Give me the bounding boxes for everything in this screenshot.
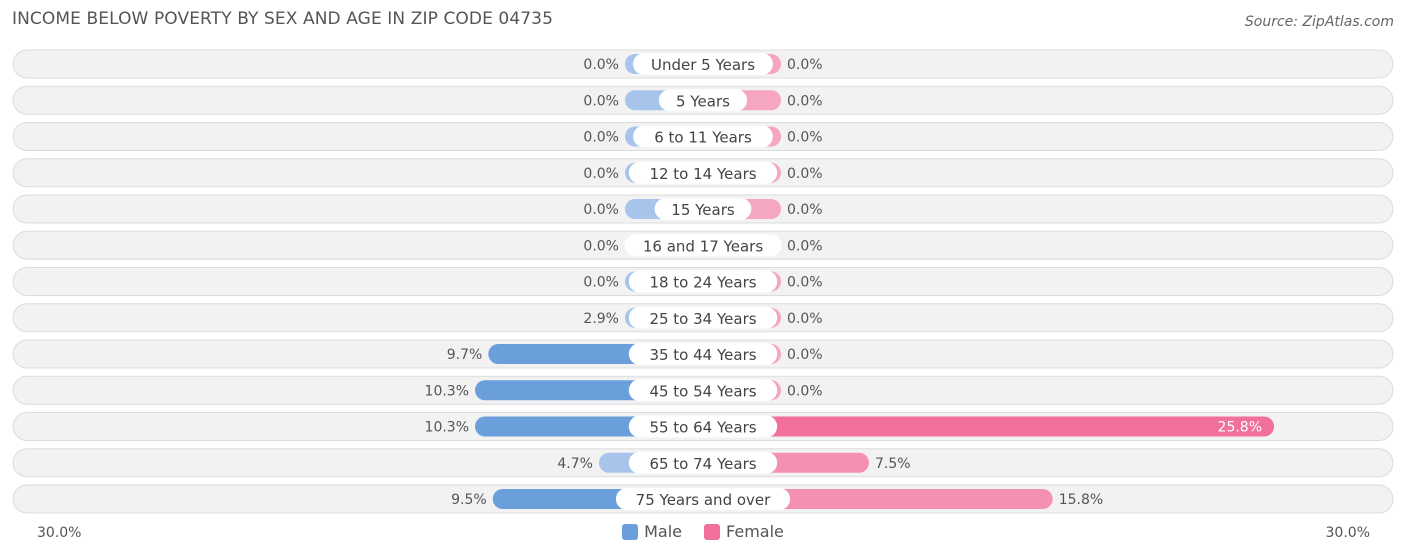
category-pill [615, 488, 791, 510]
value-label-female: 25.8% [1218, 420, 1262, 436]
value-label-male: 9.7% [447, 347, 483, 363]
chart-row: 0.0% 0.0% 15 Years [12, 194, 1394, 224]
value-label-male: 0.0% [583, 166, 619, 182]
category-label: Under 5 Years [651, 56, 755, 74]
chart-row: 9.7% 0.0% 35 to 44 Years [12, 339, 1394, 369]
chart-row: 0.0% 0.0% 16 and 17 Years [12, 230, 1394, 260]
value-label-female: 0.0% [787, 57, 823, 73]
category-pill [628, 451, 778, 474]
legend-swatch-male [622, 523, 639, 540]
category-label: 75 Years and over [636, 491, 771, 509]
value-label-male: 0.0% [583, 57, 619, 73]
chart-row: 0.0% 0.0% 5 Years [12, 85, 1394, 115]
category-pill [658, 89, 748, 112]
chart-row: 9.5% 15.8% 75 Years and over [12, 484, 1394, 514]
category-label: 25 to 34 Years [649, 310, 756, 328]
value-label-male: 0.0% [583, 130, 619, 146]
chart-row: 0.0% 0.0% 12 to 14 Years [12, 158, 1394, 188]
chart-legend: Male Female [0, 522, 1406, 541]
category-label: 35 to 44 Years [649, 346, 756, 364]
value-label-female: 0.0% [787, 93, 823, 109]
chart-row: 4.7% 7.5% 65 to 74 Years [12, 448, 1394, 478]
category-label: 16 and 17 Years [643, 237, 763, 255]
axis-left-label: 30.0% [37, 525, 82, 541]
category-label: 45 to 54 Years [649, 382, 756, 400]
value-label-female: 0.0% [787, 383, 823, 399]
category-pill [654, 198, 752, 220]
value-label-female: 7.5% [875, 456, 911, 472]
bar-female [703, 489, 1053, 509]
category-label: 55 to 64 Years [649, 419, 756, 437]
value-label-female: 0.0% [787, 311, 823, 327]
value-label-female: 0.0% [787, 130, 823, 146]
legend-label-male: Male [644, 522, 683, 541]
value-label-female: 0.0% [787, 275, 823, 291]
value-label-male: 0.0% [583, 93, 619, 109]
category-pill [628, 343, 778, 365]
chart-row: 10.3% 0.0% 45 to 54 Years [12, 375, 1394, 405]
value-label-male: 0.0% [583, 238, 619, 254]
category-pill [628, 415, 778, 438]
category-pill [628, 270, 778, 293]
value-label-female: 0.0% [787, 166, 823, 182]
value-label-male: 2.9% [583, 311, 619, 327]
category-label: 15 Years [671, 201, 735, 219]
value-label-male: 10.3% [425, 420, 469, 436]
category-label: 6 to 11 Years [654, 129, 752, 147]
value-label-male: 10.3% [425, 383, 469, 399]
category-label: 18 to 24 Years [649, 274, 756, 292]
chart-row: 0.0% 0.0% 18 to 24 Years [12, 267, 1394, 296]
chart-title: INCOME BELOW POVERTY BY SEX AND AGE IN Z… [12, 9, 554, 29]
value-label-male: 9.5% [451, 492, 487, 508]
category-pill [628, 379, 778, 402]
value-label-male: 0.0% [583, 202, 619, 218]
legend-swatch-female [704, 523, 721, 540]
chart-row: 10.3% 25.8% 55 to 64 Years [12, 412, 1394, 441]
category-pill [624, 234, 782, 257]
chart-source: Source: ZipAtlas.com [1244, 14, 1394, 30]
category-label: 5 Years [676, 92, 730, 110]
chart-row: 0.0% 0.0% 6 to 11 Years [12, 122, 1394, 151]
axis-right-label: 30.0% [1325, 525, 1370, 541]
category-pill [633, 125, 773, 148]
value-label-female: 0.0% [787, 238, 823, 254]
value-label-female: 0.0% [787, 202, 823, 218]
value-label-male: 4.7% [557, 456, 593, 472]
legend-item-male[interactable]: Male [622, 522, 682, 541]
category-label: 12 to 14 Years [649, 165, 756, 183]
value-label-male: 0.0% [583, 275, 619, 291]
category-pill [628, 161, 778, 184]
category-pill [628, 306, 778, 329]
chart-row: 0.0% 0.0% Under 5 Years [12, 49, 1394, 79]
category-label: 65 to 74 Years [649, 455, 756, 473]
chart-row: 2.9% 0.0% 25 to 34 Years [12, 303, 1394, 333]
value-label-female: 15.8% [1059, 492, 1103, 508]
category-pill [633, 53, 773, 75]
value-label-female: 0.0% [787, 347, 823, 363]
bar-female [703, 416, 1275, 437]
legend-item-female[interactable]: Female [704, 522, 784, 541]
legend-label-female: Female [726, 522, 784, 541]
